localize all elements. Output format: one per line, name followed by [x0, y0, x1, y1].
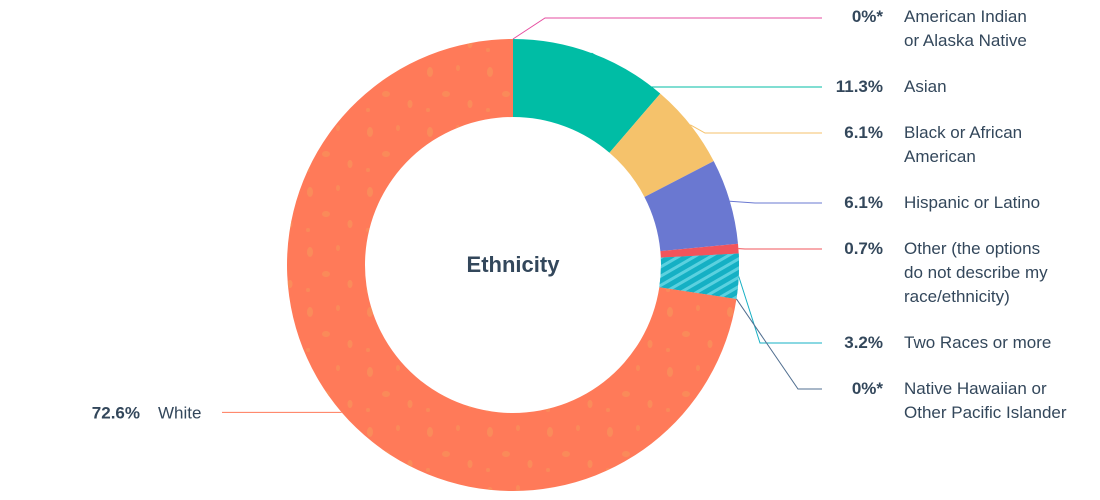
value-label-white: 72.6% [92, 403, 140, 422]
leader-native-hawaiian-or-other-pacific-islander [736, 298, 822, 390]
donut-slices [287, 39, 739, 491]
leader-hispanic-or-latino [729, 200, 822, 204]
leader-lines [222, 17, 822, 413]
leader-two-races-or-more [738, 276, 822, 344]
value-label-american-indian-or-alaska-native: 0%* [852, 7, 884, 26]
series-label-black-or-african-american: American [904, 147, 976, 166]
value-label-black-or-african-american: 6.1% [844, 123, 883, 142]
slice-asian [513, 39, 661, 153]
series-label-two-races-or-more: Two Races or more [904, 333, 1051, 352]
series-label-other-the-options-do-not-describe-my-race-ethnicity: Other (the options [904, 239, 1040, 258]
series-label-hispanic-or-latino: Hispanic or Latino [904, 193, 1040, 212]
slice-black-or-african-american [609, 93, 714, 197]
series-label-native-hawaiian-or-other-pacific-islander: Native Hawaiian or [904, 379, 1047, 398]
slice-texture-two-races-or-more [659, 253, 739, 299]
series-label-other-the-options-do-not-describe-my-race-ethnicity: do not describe my [904, 263, 1048, 282]
slice-texture-white [287, 39, 737, 491]
series-label-native-hawaiian-or-other-pacific-islander: Other Pacific Islander [904, 403, 1067, 422]
leader-black-or-african-american [690, 124, 822, 134]
leader-american-indian-or-alaska-native [512, 17, 822, 40]
slice-labels: 0%* American Indian or Alaska Native 11.3% A… [92, 7, 1067, 422]
series-label-american-indian-or-alaska-native: or Alaska Native [904, 31, 1027, 50]
value-label-native-hawaiian-or-other-pacific-islander: 0%* [852, 379, 884, 398]
series-label-white: White [158, 403, 201, 422]
value-label-hispanic-or-latino: 6.1% [844, 193, 883, 212]
series-label-other-the-options-do-not-describe-my-race-ethnicity: race/ethnicity) [904, 287, 1010, 306]
slice-other-the-options-do-not-describe-my-race-ethnicity [660, 243, 739, 258]
center-label: Ethnicity [467, 252, 561, 277]
value-label-asian: 11.3% [836, 77, 883, 96]
series-label-asian: Asian [904, 77, 947, 96]
value-label-two-races-or-more: 3.2% [844, 333, 883, 352]
series-label-black-or-african-american: Black or African [904, 123, 1022, 142]
slice-hispanic-or-latino [644, 161, 738, 252]
leader-asian [591, 52, 822, 88]
series-label-american-indian-or-alaska-native: American Indian [904, 7, 1027, 26]
value-label-other-the-options-do-not-describe-my-race-ethnicity: 0.7% [844, 239, 883, 258]
